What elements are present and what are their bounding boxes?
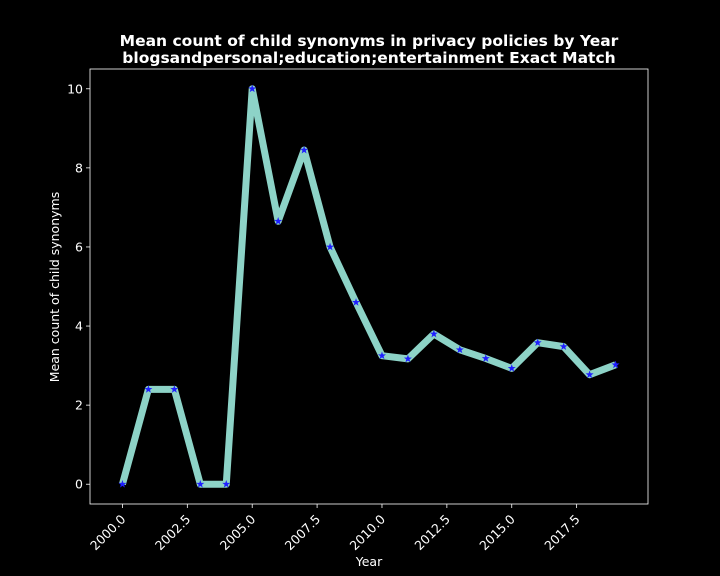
- y-tick-label: 8: [75, 160, 83, 175]
- chart-subtitle: blogsandpersonal;education;entertainment…: [122, 49, 615, 67]
- plot-area-frame: [89, 68, 649, 505]
- data-point-marker: [585, 370, 594, 379]
- data-point-marker: [248, 84, 257, 93]
- data-point-marker: [377, 351, 386, 360]
- y-tick-label: 6: [75, 239, 83, 254]
- data-point-marker: [533, 338, 542, 347]
- data-point-marker: [429, 329, 438, 338]
- x-axis-label: Year: [355, 554, 383, 569]
- data-point-marker: [170, 385, 179, 393]
- data-point-marker: [118, 480, 127, 488]
- data-point-marker: [611, 360, 620, 369]
- y-tick-label: 4: [75, 319, 83, 334]
- y-axis: 0 2 4 6 8 10: [67, 81, 90, 492]
- series-line: [119, 85, 617, 488]
- data-point-marker: [196, 480, 205, 488]
- series-layer: [118, 84, 620, 488]
- data-point-marker: [559, 342, 568, 351]
- data-point-marker: [403, 354, 412, 363]
- y-tick-label: 10: [67, 81, 83, 96]
- y-tick-label: 2: [75, 398, 83, 413]
- data-point-marker: [455, 345, 464, 354]
- data-point-marker: [352, 298, 361, 306]
- data-point-marker: [144, 385, 153, 393]
- chart-title: Mean count of child synonyms in privacy …: [120, 32, 619, 50]
- data-point-marker: [222, 480, 231, 488]
- data-point-marker: [274, 217, 283, 225]
- data-point-marker: [507, 364, 516, 372]
- data-point-marker: [300, 145, 309, 154]
- y-axis-label: Mean count of child synonyms: [47, 192, 62, 382]
- data-point-marker: [481, 354, 490, 362]
- y-tick-label: 0: [75, 477, 83, 492]
- data-point-marker: [326, 242, 335, 251]
